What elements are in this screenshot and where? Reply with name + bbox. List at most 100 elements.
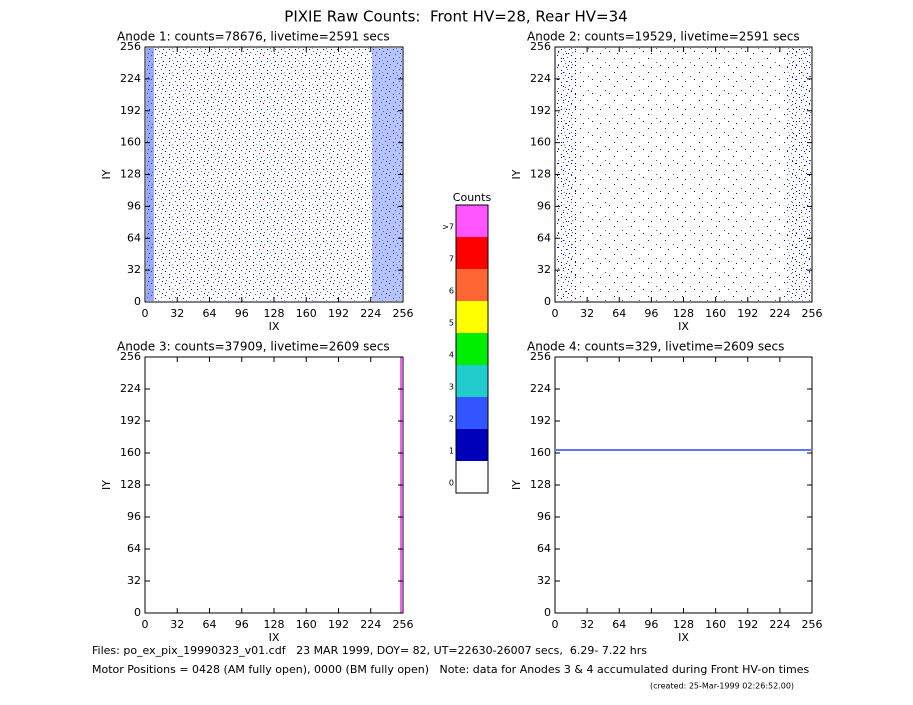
x-tick-label: 64 bbox=[612, 307, 626, 320]
panel-title: Anode 1: counts=78676, livetime=2591 sec… bbox=[117, 30, 390, 44]
colorbar-label: 0 bbox=[449, 479, 454, 488]
x-tick-label: 128 bbox=[264, 307, 285, 320]
y-tick-label: 96 bbox=[537, 199, 551, 212]
y-tick-label: 32 bbox=[537, 263, 551, 276]
colorbar-swatch bbox=[456, 429, 488, 461]
x-tick-label: 128 bbox=[673, 307, 694, 320]
x-tick-label: 0 bbox=[552, 618, 559, 631]
y-tick-label: 256 bbox=[530, 40, 551, 53]
page-title: PIXIE Raw Counts: Front HV=28, Rear HV=3… bbox=[284, 8, 627, 26]
panel-title: Anode 3: counts=37909, livetime=2609 sec… bbox=[117, 340, 390, 354]
x-tick-label: 128 bbox=[673, 618, 694, 631]
x-tick-label: 192 bbox=[737, 618, 758, 631]
plot-frame bbox=[144, 356, 404, 614]
x-tick-label: 0 bbox=[552, 307, 559, 320]
y-tick-label: 0 bbox=[134, 606, 141, 619]
x-tick-label: 160 bbox=[296, 307, 317, 320]
y-tick-label: 224 bbox=[120, 72, 141, 85]
x-tick-label: 96 bbox=[235, 618, 249, 631]
x-tick-label: 32 bbox=[170, 307, 184, 320]
colorbar-swatch bbox=[456, 301, 488, 333]
x-tick-label: 224 bbox=[360, 307, 381, 320]
colorbar-label: 2 bbox=[449, 415, 454, 424]
x-tick-label: 32 bbox=[170, 618, 184, 631]
y-tick-label: 224 bbox=[530, 382, 551, 395]
y-tick-label: 160 bbox=[120, 136, 141, 149]
y-tick-label: 32 bbox=[127, 574, 141, 587]
x-tick-label: 256 bbox=[802, 618, 823, 631]
y-tick-label: 0 bbox=[544, 606, 551, 619]
colorbar-swatch bbox=[456, 205, 488, 237]
colorbar-label: 1 bbox=[449, 447, 454, 456]
y-tick-label: 256 bbox=[530, 350, 551, 363]
footer-line: Motor Positions = 0428 (AM fully open), … bbox=[92, 663, 809, 676]
y-tick-label: 128 bbox=[530, 478, 551, 491]
x-tick-label: 128 bbox=[264, 618, 285, 631]
x-tick-label: 224 bbox=[769, 307, 790, 320]
x-tick-label: 192 bbox=[737, 307, 758, 320]
colorbar-label: 6 bbox=[449, 287, 454, 296]
x-tick-label: 32 bbox=[580, 618, 594, 631]
footer-created: (created: 25-Mar-1999 02:26:52.00) bbox=[650, 682, 794, 691]
x-tick-label: 64 bbox=[612, 618, 626, 631]
y-tick-label: 64 bbox=[537, 542, 551, 555]
plot-frame bbox=[554, 356, 813, 614]
panel-title: Anode 4: counts=329, livetime=2609 secs bbox=[527, 340, 784, 354]
y-tick-label: 160 bbox=[530, 446, 551, 459]
colorbar-swatch bbox=[456, 365, 488, 397]
y-tick-label: 256 bbox=[120, 350, 141, 363]
x-tick-label: 64 bbox=[203, 618, 217, 631]
colorbar-swatch bbox=[456, 269, 488, 301]
colorbar-swatch bbox=[456, 333, 488, 365]
y-tick-label: 192 bbox=[120, 414, 141, 427]
colorbar-label: 5 bbox=[449, 319, 454, 328]
colorbar-frame bbox=[455, 204, 489, 494]
x-tick-label: 224 bbox=[769, 618, 790, 631]
colorbar-label: 3 bbox=[449, 383, 454, 392]
x-tick-label: 0 bbox=[142, 618, 149, 631]
x-tick-label: 160 bbox=[705, 618, 726, 631]
y-tick-label: 64 bbox=[127, 542, 141, 555]
x-tick-label: 32 bbox=[580, 307, 594, 320]
y-tick-label: 256 bbox=[120, 40, 141, 53]
colorbar-label: 4 bbox=[449, 351, 454, 360]
y-tick-label: 192 bbox=[530, 104, 551, 117]
y-tick-label: 224 bbox=[120, 382, 141, 395]
y-tick-label: 160 bbox=[530, 136, 551, 149]
y-tick-label: 64 bbox=[537, 231, 551, 244]
colorbar-title: Counts bbox=[453, 191, 492, 204]
x-axis-label: IX bbox=[678, 320, 689, 333]
y-tick-label: 96 bbox=[127, 510, 141, 523]
y-tick-label: 128 bbox=[120, 168, 141, 181]
colorbar-swatch bbox=[456, 397, 488, 429]
y-axis-label: IY bbox=[510, 480, 523, 490]
y-tick-label: 160 bbox=[120, 446, 141, 459]
x-axis-label: IX bbox=[269, 320, 280, 333]
y-tick-label: 0 bbox=[544, 295, 551, 308]
x-tick-label: 192 bbox=[328, 307, 349, 320]
colorbar-label: >7 bbox=[442, 223, 454, 232]
x-tick-label: 0 bbox=[142, 307, 149, 320]
colorbar-label: 7 bbox=[449, 255, 454, 264]
x-tick-label: 256 bbox=[393, 618, 414, 631]
x-tick-label: 64 bbox=[203, 307, 217, 320]
y-tick-label: 32 bbox=[537, 574, 551, 587]
x-tick-label: 256 bbox=[802, 307, 823, 320]
x-tick-label: 160 bbox=[705, 307, 726, 320]
y-tick-label: 224 bbox=[530, 72, 551, 85]
y-tick-label: 96 bbox=[127, 199, 141, 212]
y-axis-label: IY bbox=[100, 169, 113, 179]
colorbar-swatch bbox=[456, 237, 488, 269]
y-tick-label: 0 bbox=[134, 295, 141, 308]
y-tick-label: 32 bbox=[127, 263, 141, 276]
y-tick-label: 128 bbox=[530, 168, 551, 181]
x-axis-label: IX bbox=[269, 631, 280, 644]
y-tick-label: 192 bbox=[530, 414, 551, 427]
x-tick-label: 96 bbox=[644, 307, 658, 320]
panel-title: Anode 2: counts=19529, livetime=2591 sec… bbox=[527, 30, 800, 44]
x-axis-label: IX bbox=[678, 631, 689, 644]
x-tick-label: 256 bbox=[393, 307, 414, 320]
x-tick-label: 224 bbox=[360, 618, 381, 631]
x-tick-label: 96 bbox=[644, 618, 658, 631]
